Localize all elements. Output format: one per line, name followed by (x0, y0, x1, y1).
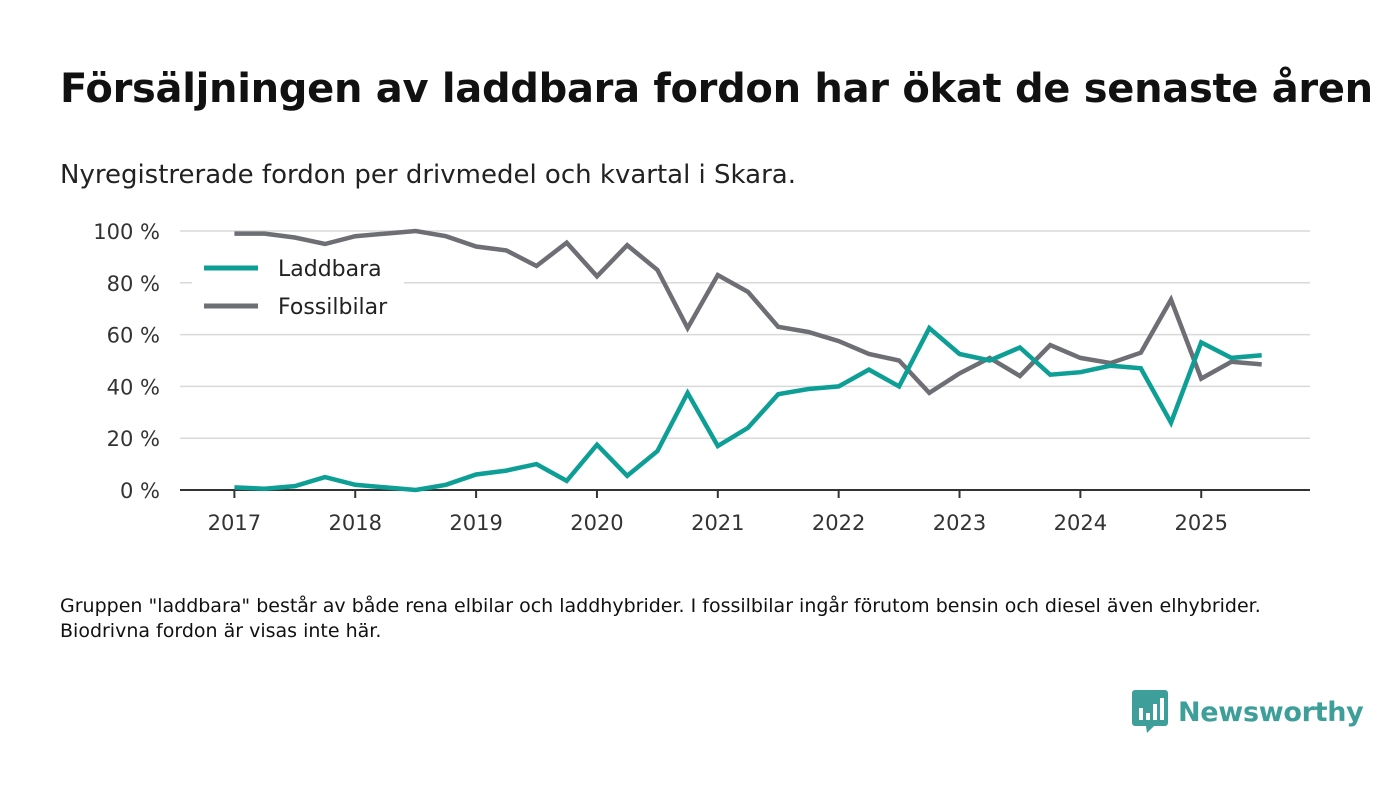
series-line-fossilbilar (234, 228, 1262, 396)
x-tick-label: 2024 (1054, 511, 1107, 535)
x-tick-label: 2018 (329, 511, 382, 535)
y-tick-label: 80 % (107, 272, 160, 296)
x-tick-label: 2021 (691, 511, 744, 535)
series-line-laddbara (234, 324, 1262, 493)
y-tick-label: 40 % (107, 375, 160, 399)
chart-title: Försäljningen av laddbara fordon har öka… (60, 66, 1373, 112)
x-tick-label: 2023 (933, 511, 986, 535)
x-tick-label: 2020 (570, 511, 623, 535)
bar-chart-bubble-icon (1132, 690, 1168, 733)
y-tick-label: 60 % (107, 324, 160, 348)
brand-name: Newsworthy (1178, 696, 1364, 728)
legend-background (192, 248, 404, 326)
chart-subtitle: Nyregistrerade fordon per drivmedel och … (60, 160, 796, 190)
x-tick-label: 2019 (449, 511, 502, 535)
y-tick-label: 100 % (93, 220, 160, 244)
legend-label: Laddbara (278, 257, 382, 282)
y-tick-label: 0 % (120, 479, 160, 503)
y-tick-label: 20 % (107, 427, 160, 451)
footnote: Gruppen "laddbara" består av både rena e… (60, 595, 1261, 642)
line-chart: 0 % 20 % 40 % 60 % 80 % 100 % 2017 2018 2019 2020… (93, 220, 1310, 535)
brand-logo: Newsworthy (1132, 690, 1364, 734)
x-tick-label: 2017 (208, 511, 261, 535)
legend-label: Fossilbilar (278, 295, 388, 320)
x-tick-label: 2025 (1175, 511, 1228, 535)
x-tick-label: 2022 (812, 511, 865, 535)
